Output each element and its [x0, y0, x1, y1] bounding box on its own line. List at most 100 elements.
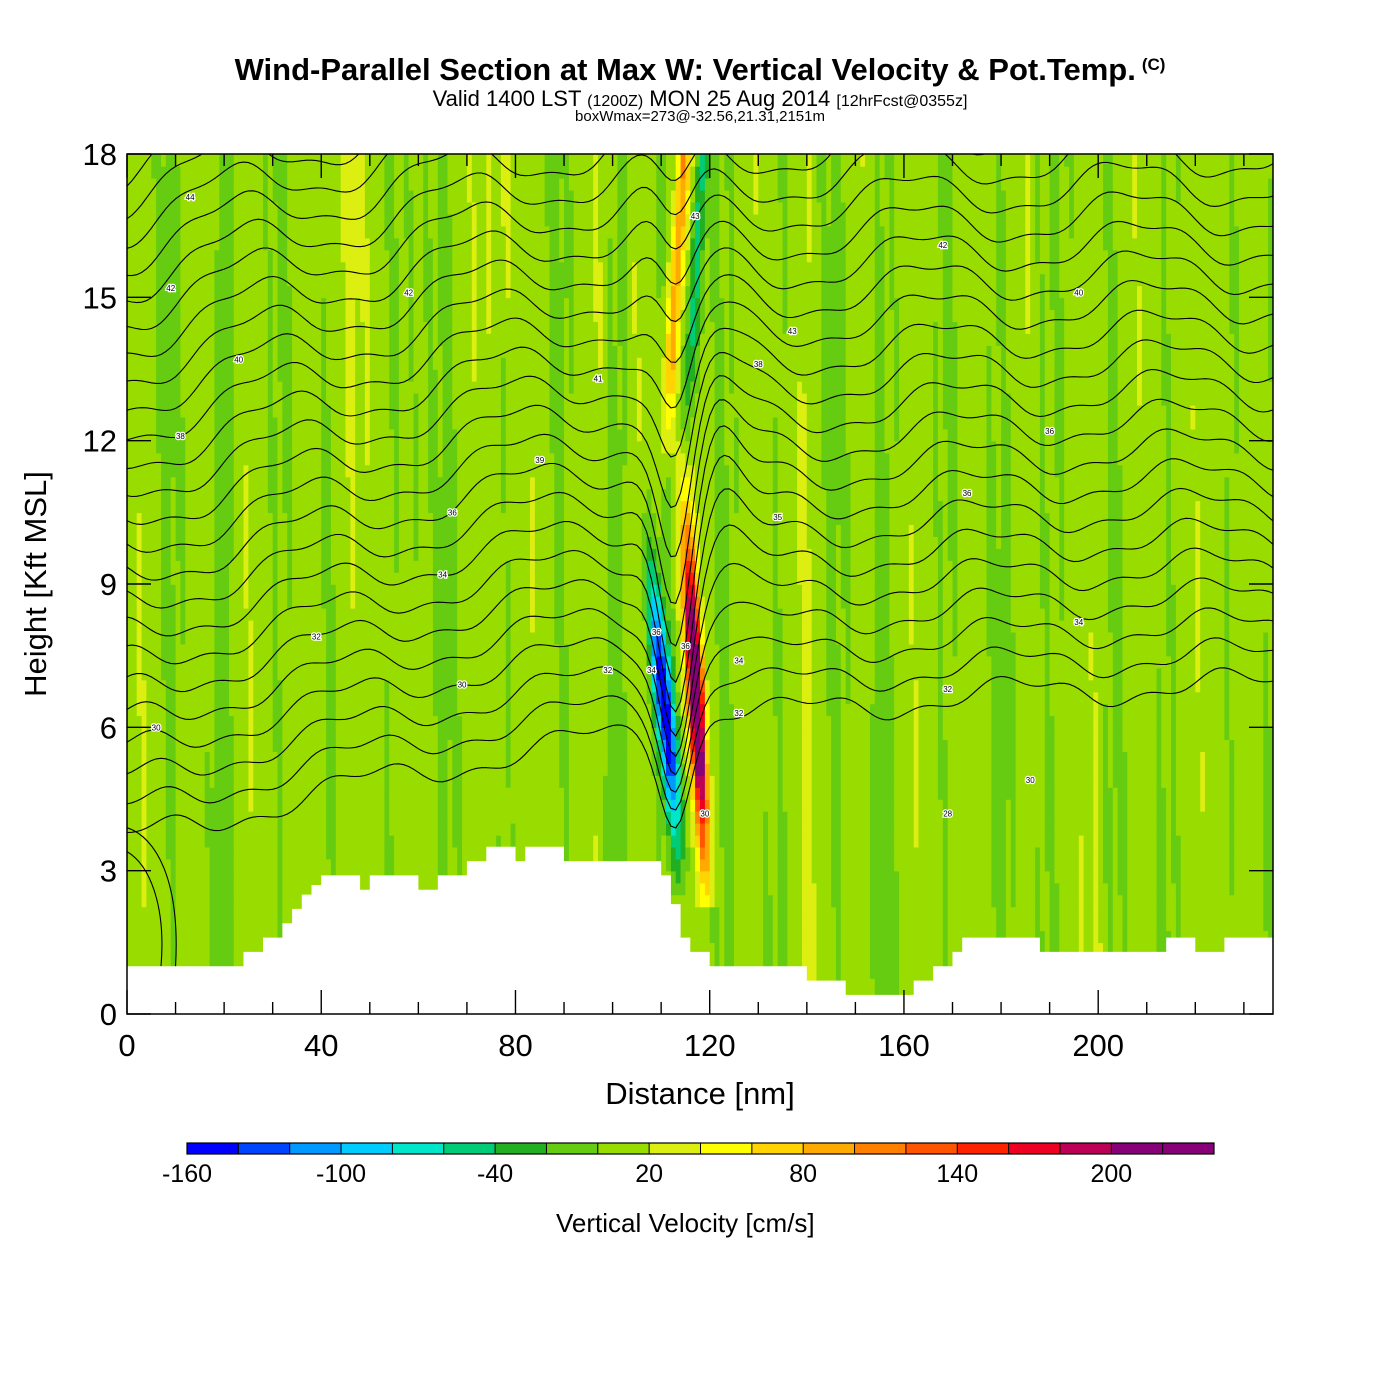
- colorbar-segment: [392, 1143, 445, 1154]
- colorbar-segment: [1111, 1143, 1164, 1154]
- colorbar-segment: [1162, 1143, 1215, 1154]
- colorbar-segment: [700, 1143, 753, 1154]
- x-tick-label: 80: [498, 1028, 532, 1063]
- colorbar-frame: [186, 1142, 1215, 1155]
- contour-label: 30: [700, 809, 709, 818]
- colorbar-segment: [803, 1143, 856, 1154]
- colorbar-segment: [187, 1143, 239, 1154]
- contour-label: 43: [691, 212, 700, 221]
- colorbar-segment: [597, 1143, 650, 1154]
- colorbar-segment: [341, 1143, 393, 1154]
- y-tick-label: 9: [100, 567, 117, 602]
- y-tick-label: 18: [83, 137, 117, 172]
- colorbar-segment: [1008, 1143, 1061, 1154]
- contour-label: 42: [938, 241, 947, 250]
- theta-contour-line: [127, 425, 1273, 647]
- contour-label: 38: [176, 432, 185, 441]
- y-axis-label: Height [Kft MSL]: [18, 471, 53, 697]
- contour-label: 34: [734, 656, 743, 665]
- contour-label: 30: [458, 680, 467, 689]
- colorbar-segment: [1059, 1143, 1112, 1154]
- box-wmax-label: boxWmax=273@-32.56,21.31,2151m: [575, 108, 825, 125]
- colorbar-segment: [751, 1143, 804, 1154]
- contour-label: 44: [186, 193, 195, 202]
- colorbar-tick-label: 140: [936, 1160, 978, 1188]
- theta-contour-line: [127, 517, 1273, 737]
- theta-contour-line: [127, 309, 1273, 498]
- copyright-mark: (C): [1141, 55, 1166, 74]
- x-tick-label: 40: [304, 1028, 338, 1063]
- contour-label: 41: [594, 375, 603, 384]
- x-axis-label: Distance [nm]: [605, 1076, 795, 1111]
- colorbar-label: Vertical Velocity [cm/s]: [556, 1208, 815, 1238]
- theta-contour-line: [127, 154, 988, 304]
- theta-contour-line: [127, 161, 1273, 358]
- theta-contours: [127, 0, 1273, 967]
- contour-label: 42: [404, 289, 413, 298]
- contour-label: 34: [647, 666, 656, 675]
- y-tick-label: 6: [100, 710, 117, 745]
- chart-title: Wind-Parallel Section at Max W: Vertical…: [0, 52, 1400, 88]
- colorbar-segment: [546, 1143, 599, 1154]
- contour-label: 38: [754, 360, 763, 369]
- contour-label: 39: [535, 456, 544, 465]
- colorbar-segment: [238, 1143, 291, 1154]
- x-tick-label: 0: [118, 1028, 135, 1063]
- theta-contour-line: [127, 191, 1273, 384]
- theta-contour-line: [127, 0, 1273, 114]
- contour-label: 36: [681, 642, 690, 651]
- colorbar-tick-label: -40: [477, 1160, 513, 1188]
- colorbar-tick-label: 80: [789, 1160, 817, 1188]
- theta-contour-line: [127, 398, 1273, 605]
- colorbar-segment: [289, 1143, 342, 1154]
- theta-contour-line: [127, 250, 1273, 441]
- x-tick-label: 120: [684, 1028, 736, 1063]
- contour-label: 32: [734, 709, 743, 718]
- colorbar-segment: [443, 1143, 496, 1154]
- y-tick-label: 3: [100, 854, 117, 889]
- colorbar-segment: [854, 1143, 907, 1154]
- contour-label: 40: [234, 355, 243, 364]
- contour-label: 30: [152, 723, 161, 732]
- theta-contour-line: [127, 154, 606, 277]
- colorbar-segment: [957, 1143, 1010, 1154]
- contour-label: 36: [448, 508, 457, 517]
- theta-contour-line: [127, 454, 1273, 684]
- colorbar-segment: [495, 1143, 547, 1154]
- contour-label: 34: [438, 570, 447, 579]
- theta-contour-line: [127, 220, 1273, 412]
- x-tick-label: 200: [1072, 1028, 1124, 1063]
- theta-contour-line: [127, 154, 1273, 331]
- colorbar-tick-label: 20: [635, 1160, 663, 1188]
- contour-label: 35: [773, 513, 782, 522]
- contour-label: 28: [943, 809, 952, 818]
- y-tick-label: 12: [83, 424, 117, 459]
- contour-label: 30: [1026, 776, 1035, 785]
- contour-label: 42: [166, 284, 175, 293]
- y-tick-label: 0: [100, 997, 117, 1032]
- colorbar-segment: [649, 1143, 701, 1154]
- theta-contour-line: [127, 154, 360, 220]
- x-tick-label: 160: [878, 1028, 930, 1063]
- contour-label: 40: [1074, 289, 1083, 298]
- contour-label: 32: [312, 633, 321, 642]
- contour-label: 32: [603, 666, 612, 675]
- contour-label: 32: [943, 685, 952, 694]
- theta-contour-line: [127, 487, 1273, 713]
- valid-time-utc: (1200Z): [587, 93, 644, 110]
- colorbar-segment: [905, 1143, 958, 1154]
- colorbar-tick-label: 200: [1090, 1160, 1132, 1188]
- contour-label: 43: [788, 327, 797, 336]
- theta-contour-line: [127, 607, 1273, 793]
- chart-title-text: Wind-Parallel Section at Max W: Vertical…: [234, 52, 1136, 87]
- y-tick-label: 15: [83, 280, 117, 315]
- colorbar-tick-label: -100: [316, 1160, 366, 1188]
- colorbar-tick-label: -160: [162, 1160, 212, 1188]
- theta-contour-line: [127, 368, 1273, 558]
- theta-contour-line: [127, 577, 1273, 776]
- theta-contour-line: [127, 0, 1273, 151]
- contour-label: 36: [963, 489, 972, 498]
- valid-time: Valid 1400 LST: [432, 86, 581, 111]
- contour-label: 36: [1045, 427, 1054, 436]
